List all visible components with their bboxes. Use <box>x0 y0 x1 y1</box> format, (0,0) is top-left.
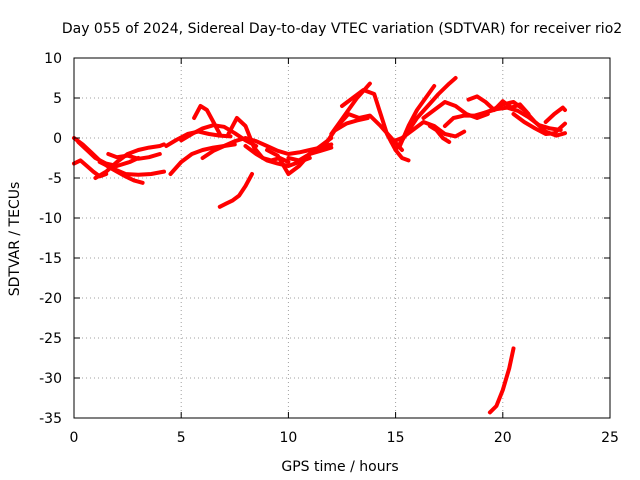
grid-layer <box>74 58 610 418</box>
series-track-06 <box>106 152 162 161</box>
y-tick-label: -15 <box>39 251 62 267</box>
y-tick-label: 5 <box>53 91 62 107</box>
x-tick-label: 20 <box>494 430 512 446</box>
x-tick-label: 0 <box>70 430 79 446</box>
series-track-18 <box>340 88 411 163</box>
series-track-04 <box>97 160 166 177</box>
x-tick-label: 10 <box>279 430 297 446</box>
y-tick-label: -35 <box>39 411 62 427</box>
y-tick-label: 10 <box>44 51 62 67</box>
tick-layer: 0 5 10 15 20 25 -35 -30 -25 -20 -15 -10 -5 0 5 10 <box>39 51 619 446</box>
x-tick-label: 5 <box>177 430 186 446</box>
series-layer <box>72 76 567 415</box>
series-track-13 <box>217 172 254 209</box>
chart-title: Day 055 of 2024, Sidereal Day-to-day VTE… <box>62 21 622 37</box>
y-tick-label: -25 <box>39 331 62 347</box>
plot-frame <box>73 57 611 419</box>
x-tick-label: 15 <box>387 430 405 446</box>
series-track-20 <box>333 116 370 132</box>
y-tick-label: -10 <box>39 211 62 227</box>
series-track-16 <box>286 145 334 163</box>
series-track-15 <box>265 136 334 176</box>
series-track-25 <box>427 124 452 144</box>
x-axis-label: GPS time / hours <box>281 459 398 475</box>
series-track-29 <box>511 112 567 136</box>
series-track-03 <box>93 142 166 180</box>
x-tick-label: 25 <box>601 430 619 446</box>
series-track-23 <box>389 120 467 144</box>
series-track-24 <box>421 100 490 120</box>
y-axis-label: SDTVAR / TECUs <box>7 182 23 297</box>
y-tick-label: 0 <box>53 131 62 147</box>
series-track-31 <box>487 346 516 415</box>
series-track-05 <box>76 140 141 168</box>
y-tick-label: -20 <box>39 291 62 307</box>
series-track-30 <box>543 105 567 124</box>
y-tick-label: -5 <box>48 171 62 187</box>
series-track-11 <box>200 136 334 160</box>
series-track-22 <box>397 84 437 148</box>
y-tick-label: -30 <box>39 371 62 387</box>
